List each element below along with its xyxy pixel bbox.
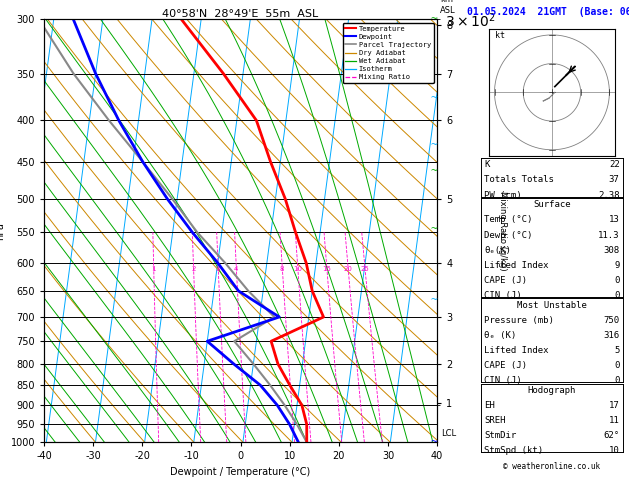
Text: LCL: LCL	[441, 429, 456, 438]
Text: CIN (J): CIN (J)	[484, 291, 522, 300]
Text: 37: 37	[609, 175, 620, 185]
Text: ~: ~	[431, 93, 437, 103]
Y-axis label: hPa: hPa	[0, 222, 5, 240]
Text: 1: 1	[152, 266, 156, 272]
Text: 2: 2	[191, 266, 196, 272]
Text: km
ASL: km ASL	[440, 0, 456, 15]
Text: Most Unstable: Most Unstable	[517, 301, 587, 310]
Text: 308: 308	[603, 245, 620, 255]
Text: © weatheronline.co.uk: © weatheronline.co.uk	[503, 462, 601, 471]
Text: 8: 8	[280, 266, 284, 272]
Legend: Temperature, Dewpoint, Parcel Trajectory, Dry Adiabat, Wet Adiabat, Isotherm, Mi: Temperature, Dewpoint, Parcel Trajectory…	[343, 23, 433, 83]
Text: Hodograph: Hodograph	[528, 386, 576, 395]
Text: ~: ~	[431, 437, 437, 447]
Text: Pressure (mb): Pressure (mb)	[484, 316, 554, 325]
Text: CAPE (J): CAPE (J)	[484, 276, 527, 285]
Text: ~: ~	[431, 166, 437, 176]
Text: 0: 0	[614, 276, 620, 285]
Text: 316: 316	[603, 331, 620, 340]
Text: StmSpd (kt): StmSpd (kt)	[484, 446, 543, 455]
Text: CAPE (J): CAPE (J)	[484, 361, 527, 370]
Text: 0: 0	[614, 376, 620, 385]
Text: 25: 25	[360, 266, 369, 272]
Text: 01.05.2024  21GMT  (Base: 06): 01.05.2024 21GMT (Base: 06)	[467, 7, 629, 17]
Text: 20: 20	[343, 266, 352, 272]
Title: 40°58'N  28°49'E  55m  ASL: 40°58'N 28°49'E 55m ASL	[162, 9, 319, 18]
X-axis label: Dewpoint / Temperature (°C): Dewpoint / Temperature (°C)	[170, 467, 311, 477]
Text: Lifted Index: Lifted Index	[484, 346, 549, 355]
Text: 15: 15	[322, 266, 331, 272]
Text: ~: ~	[431, 295, 437, 305]
Text: θₑ(K): θₑ(K)	[484, 245, 511, 255]
Text: θₑ (K): θₑ (K)	[484, 331, 516, 340]
Text: 0: 0	[614, 361, 620, 370]
Text: 22: 22	[609, 160, 620, 170]
Text: ~: ~	[431, 15, 437, 24]
Text: PW (cm): PW (cm)	[484, 191, 522, 200]
Text: kt: kt	[494, 31, 504, 40]
Text: 62°: 62°	[603, 431, 620, 440]
Text: Temp (°C): Temp (°C)	[484, 215, 533, 225]
Y-axis label: Mixing Ratio (g/kg): Mixing Ratio (g/kg)	[498, 191, 506, 271]
Text: EH: EH	[484, 401, 495, 410]
Text: ~: ~	[431, 139, 437, 150]
Text: 11.3: 11.3	[598, 230, 620, 240]
Text: 17: 17	[609, 401, 620, 410]
Text: 11: 11	[609, 416, 620, 425]
Text: 9: 9	[614, 260, 620, 270]
Text: 13: 13	[609, 215, 620, 225]
Text: 4: 4	[234, 266, 238, 272]
Text: ~: ~	[431, 225, 437, 234]
Text: 10: 10	[293, 266, 302, 272]
Text: 2.38: 2.38	[598, 191, 620, 200]
Text: 5: 5	[614, 346, 620, 355]
Text: CIN (J): CIN (J)	[484, 376, 522, 385]
Text: Totals Totals: Totals Totals	[484, 175, 554, 185]
Text: 10: 10	[609, 446, 620, 455]
Text: Dewp (°C): Dewp (°C)	[484, 230, 533, 240]
Text: 0: 0	[614, 291, 620, 300]
Text: Surface: Surface	[533, 200, 571, 209]
Text: StmDir: StmDir	[484, 431, 516, 440]
Text: K: K	[484, 160, 490, 170]
Text: SREH: SREH	[484, 416, 506, 425]
Text: 3: 3	[216, 266, 220, 272]
Text: Lifted Index: Lifted Index	[484, 260, 549, 270]
Text: 750: 750	[603, 316, 620, 325]
